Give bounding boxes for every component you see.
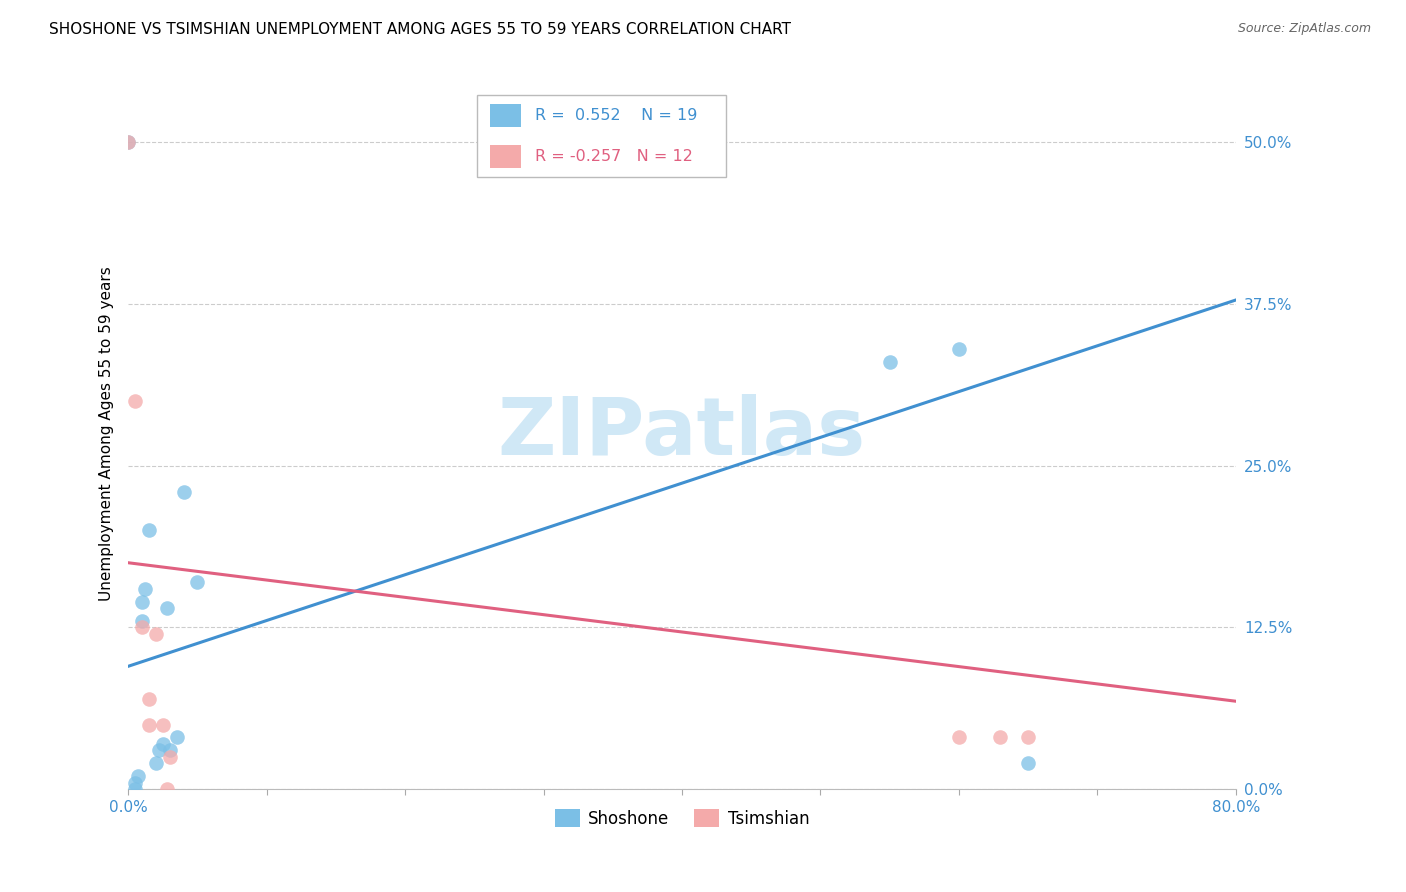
FancyBboxPatch shape bbox=[477, 95, 727, 178]
Text: Source: ZipAtlas.com: Source: ZipAtlas.com bbox=[1237, 22, 1371, 36]
Point bbox=[138, 691, 160, 706]
Text: ZIPatlas: ZIPatlas bbox=[498, 394, 866, 473]
Point bbox=[124, 782, 146, 797]
Point bbox=[186, 575, 208, 590]
Point bbox=[117, 135, 139, 149]
Point bbox=[148, 743, 170, 757]
Bar bbox=[491, 104, 522, 127]
Point bbox=[131, 594, 153, 608]
Point bbox=[145, 627, 167, 641]
Point bbox=[138, 717, 160, 731]
Text: R = -0.257   N = 12: R = -0.257 N = 12 bbox=[534, 149, 693, 164]
Point bbox=[948, 731, 970, 745]
Point bbox=[152, 737, 174, 751]
Point bbox=[152, 717, 174, 731]
Point bbox=[1017, 756, 1039, 771]
Point bbox=[145, 756, 167, 771]
Point bbox=[173, 484, 195, 499]
Point bbox=[138, 524, 160, 538]
Point bbox=[159, 750, 181, 764]
Point bbox=[124, 776, 146, 790]
Legend: Shoshone, Tsimshian: Shoshone, Tsimshian bbox=[548, 803, 815, 834]
Point bbox=[990, 731, 1012, 745]
Point bbox=[166, 731, 188, 745]
Point bbox=[131, 620, 153, 634]
Point bbox=[131, 614, 153, 628]
Text: R =  0.552    N = 19: R = 0.552 N = 19 bbox=[534, 108, 697, 123]
Point bbox=[156, 601, 179, 615]
Point bbox=[879, 355, 901, 369]
Text: SHOSHONE VS TSIMSHIAN UNEMPLOYMENT AMONG AGES 55 TO 59 YEARS CORRELATION CHART: SHOSHONE VS TSIMSHIAN UNEMPLOYMENT AMONG… bbox=[49, 22, 792, 37]
Point bbox=[948, 342, 970, 356]
Point bbox=[117, 135, 139, 149]
Y-axis label: Unemployment Among Ages 55 to 59 years: Unemployment Among Ages 55 to 59 years bbox=[100, 266, 114, 600]
Bar bbox=[491, 145, 522, 168]
Point bbox=[156, 782, 179, 797]
Point bbox=[1017, 731, 1039, 745]
Point bbox=[134, 582, 156, 596]
Point bbox=[159, 743, 181, 757]
Point bbox=[127, 769, 149, 783]
Point bbox=[124, 394, 146, 409]
